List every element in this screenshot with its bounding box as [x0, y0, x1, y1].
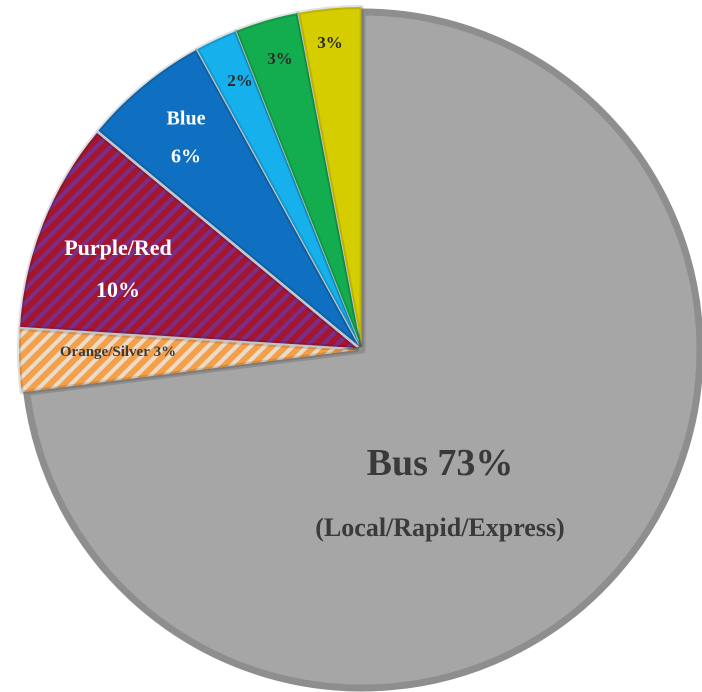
pie-slice — [234, 11, 363, 348]
value-label: 73% — [437, 442, 513, 484]
pie-slice — [18, 130, 360, 351]
slice-label-group: Bus 73% — [367, 442, 514, 484]
slice-label: Blue — [167, 108, 206, 130]
pie-slice — [23, 8, 702, 692]
pie-slice — [96, 47, 361, 349]
value-label: 6% — [171, 146, 201, 168]
value-label: 3% — [267, 49, 293, 68]
pie-slice — [296, 5, 364, 348]
value-label: 2% — [227, 71, 253, 90]
value-label: 3% — [317, 33, 343, 52]
slice-label-group: Orange/Silver 3% — [60, 344, 176, 360]
annotation: (Local/Rapid/Express) — [315, 513, 564, 542]
value-label: 10% — [96, 277, 140, 302]
value-label: 3% — [154, 344, 177, 360]
slice-label: Bus — [367, 442, 428, 484]
slice-label: Orange/Silver — [60, 344, 150, 360]
pie-slice — [17, 326, 360, 395]
pie-slice — [195, 29, 362, 348]
slice-label: Purple/Red — [64, 235, 172, 260]
